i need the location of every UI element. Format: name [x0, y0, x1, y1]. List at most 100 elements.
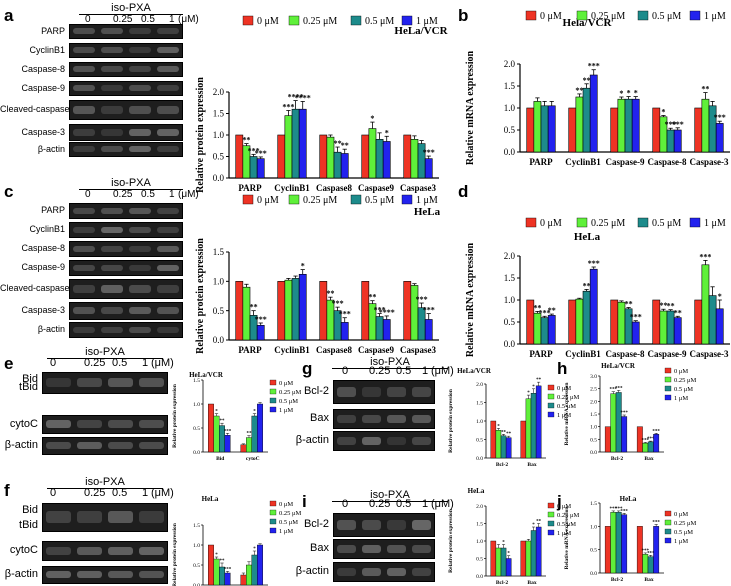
chart-b-sig-2-2: *: [627, 89, 631, 98]
chart-i-bar-0-0: [490, 540, 497, 577]
chart-j-legend-swatch-0: [664, 510, 672, 517]
panel_c-band-0-0: [73, 208, 95, 214]
chart-c-legend-label-2: 0.5 μM: [365, 195, 394, 206]
panel_a-band-1-1: [101, 47, 123, 53]
panel_f-band-3-3: [139, 571, 164, 578]
panel_a-band-1-2: [129, 47, 151, 53]
chart-f-bar-1-2: [251, 554, 258, 586]
panel_i-letter: i: [302, 492, 307, 511]
chart-i-sig-0-2: *: [502, 541, 505, 546]
chart-g: HeLa/VCR Relative protein expression 0.0 0.…: [448, 367, 579, 468]
chart-c-bar-2-3: [340, 322, 349, 341]
chart-a-legend-label-2: 0.5 μM: [365, 16, 394, 27]
chart-e-ytick-label-2: 1.0: [193, 402, 200, 408]
panel_i-band-2-0: [337, 568, 356, 576]
chart-b-ytick-label-4: 2.0: [504, 59, 516, 69]
panel_i-band-1-2: [387, 545, 406, 553]
chart-e-ylabel: Relative protein expression: [172, 384, 178, 448]
chart-e-bar-0-0: [208, 403, 214, 453]
panel_a-blot-label-0: PARP: [41, 25, 65, 36]
panel_e-letter: e: [4, 354, 14, 373]
chart-j-sig-0-1: ***: [610, 507, 618, 512]
chart-d-bar-1-1: [575, 298, 584, 345]
panel_a-band-3-0: [73, 85, 95, 91]
panel_a-blot-label-3: Caspase-9: [21, 82, 65, 93]
panel_a-conc-1: 0.25: [113, 14, 133, 25]
panel_a-blot-strip-6: [69, 142, 183, 157]
panel_a-blot-strip-0: [69, 24, 183, 39]
panel_c-band-2-1: [101, 246, 123, 252]
chart-f-legend-swatch-3: [269, 527, 277, 534]
chart-i-legend-swatch-2: [547, 520, 555, 527]
panel-d-letter: d: [458, 182, 469, 201]
chart-j-title: HeLa: [620, 495, 637, 503]
chart-f-ylabel: Relative protein expression: [172, 523, 178, 586]
chart-b-sig-2-3: *: [634, 89, 638, 98]
panel_e-conc-2: 0.5: [112, 357, 128, 369]
chart-g-sig-0-3: **: [506, 432, 512, 437]
chart-e-bar-1-3: [257, 403, 264, 453]
chart-a-sig-3-3: *: [385, 128, 389, 137]
chart-j-sig-0-3: ***: [620, 509, 628, 514]
panel_e-blot-label-3: β-actin: [4, 439, 38, 451]
panel_e-band-3-0: [46, 442, 71, 449]
chart-a-bar-2-2: [333, 151, 342, 179]
chart-d: HeLa Relative mRNA expression 0.0 0.5 1.0 1.5…: [465, 217, 730, 359]
panel_c-band-5-0: [73, 307, 95, 314]
panel_a-conc-2: 0.5: [141, 14, 155, 25]
chart-e-legend-swatch-3: [269, 406, 277, 413]
panel_a-band-5-1: [101, 129, 123, 136]
panel_a-band-2-2: [129, 66, 151, 72]
chart-d-bar-3-1: [659, 310, 668, 345]
chart-b-legend-swatch-3: [689, 10, 701, 21]
panel_i-conc-2: 0.5: [396, 498, 412, 510]
panel_g-conc-1: 0.25: [369, 365, 391, 377]
panel_c-blot-label-5: Caspase-3: [21, 305, 65, 315]
panel_c-band-3-0: [73, 265, 95, 271]
chart-d-legend-swatch-3: [689, 217, 701, 228]
chart-j-bar-0-2: [615, 512, 622, 574]
panel_i-band-0-3: [412, 520, 431, 530]
chart-a-ylabel: Relative protein expression: [195, 77, 206, 193]
panel_f-blot-label-1: tBid: [19, 519, 38, 531]
panel_e-band-0-3: [139, 378, 164, 387]
chart-a-sig-4-3: ***: [423, 148, 435, 157]
chart-b-bar-4-0: [694, 107, 703, 153]
chart-b-title: Hela/VCR: [563, 17, 613, 29]
chart-a-bar-3-2: [375, 139, 384, 179]
chart-j: HeLa Relative mRNA expression 0.0 0.5 1.0 1.5…: [564, 495, 696, 583]
chart-a-ytick-label-4: 2.0: [213, 87, 225, 97]
chart-f-legend-label-2: 0.5 μM: [279, 519, 298, 526]
chart-c-ytick-label-3: 1.5: [213, 247, 225, 257]
chart-b-sig-4-1: **: [701, 85, 709, 94]
chart-j-bar-1-2: [647, 556, 654, 574]
chart-a-legend-label-0: 0 μM: [257, 16, 279, 27]
chart-b-sig-1-3: ***: [588, 62, 600, 71]
chart-g-bar-1-3: [535, 385, 542, 459]
chart-e-bar-1-1: [246, 437, 252, 453]
panel_c-band-6-0: [73, 327, 95, 333]
chart-c-bar-0-0: [235, 281, 244, 341]
chart-f-sig-0-1: *: [215, 553, 218, 558]
chart-e-bar-0-3: [224, 434, 231, 453]
panel_c-band-2-3: [157, 246, 179, 252]
panel_c-conc-1: 0.25: [113, 189, 133, 200]
chart-a-legend-swatch-0: [242, 15, 254, 26]
chart-a-xtick-label-0: PARP: [238, 183, 262, 193]
chart-b-bar-3-2: [666, 129, 675, 153]
panel_c-band-6-3: [157, 327, 179, 333]
chart-f-sig-0-2: **: [220, 559, 226, 564]
panel_a-band-3-2: [129, 85, 151, 91]
panel_g-conc-2: 0.5: [396, 365, 412, 377]
chart-d-ytick-label-3: 1.5: [504, 273, 516, 283]
chart-d-legend-label-0: 0 μM: [540, 218, 562, 229]
panel_c-band-3-1: [101, 265, 123, 271]
chart-i-legend-label-3: 1 μM: [557, 530, 571, 537]
panel_g-band-0-0: [337, 387, 356, 397]
chart-f: HeLa Relative protein expression 0.0 0.5 1.0…: [172, 495, 301, 586]
panel_g-band-0-3: [412, 387, 431, 397]
panel_i-blot-label-1: Bax: [310, 542, 329, 554]
chart-h-sig-1-1: ***: [642, 438, 650, 443]
chart-c-sig-4-3: ***: [423, 306, 435, 315]
panel_c-band-3-3: [157, 265, 179, 271]
